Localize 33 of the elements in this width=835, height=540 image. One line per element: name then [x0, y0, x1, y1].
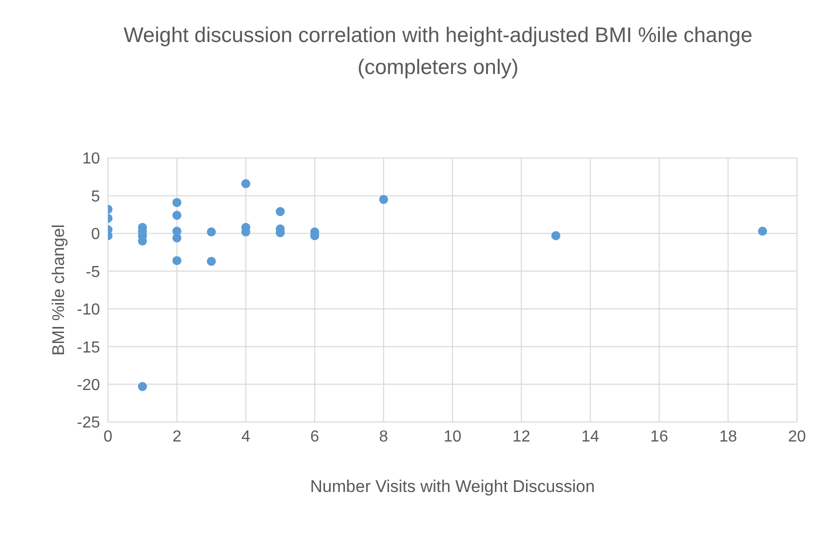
y-tick-label: -25 [76, 414, 100, 432]
y-tick-label: -15 [76, 339, 100, 356]
y-axis-title: BMI %ile changel [49, 224, 68, 356]
x-tick-label: 10 [444, 428, 462, 446]
point [206, 227, 216, 236]
point [241, 179, 250, 188]
y-tick-label: -10 [76, 302, 100, 319]
x-tick-label: 20 [788, 428, 806, 446]
x-tick-label: 4 [241, 428, 250, 446]
x-tick-label: 8 [379, 428, 388, 446]
point [758, 226, 768, 236]
x-axis-title: Number Visits with Weight Discussion [310, 477, 595, 496]
point [172, 256, 182, 266]
y-tick-label: 5 [91, 188, 100, 206]
point [172, 198, 182, 208]
x-tick-label: 6 [310, 428, 320, 446]
x-tick-label: 18 [719, 428, 738, 446]
y-tick-label: -5 [86, 264, 100, 281]
y-tick-label: 0 [91, 226, 100, 244]
y-tick-label: 10 [82, 150, 100, 168]
point [276, 207, 285, 216]
y-tick-label: -20 [76, 376, 100, 394]
point [138, 382, 147, 392]
x-tick-label: 2 [172, 428, 182, 446]
x-tick-label: 16 [650, 428, 668, 446]
chart-title: Weight discussion correlation with height-adjusted BMI %ile change (completers only) [122, 23, 754, 81]
x-tick-label: 12 [512, 428, 530, 446]
point [206, 256, 216, 266]
point [379, 194, 388, 204]
x-tick-label: 0 [104, 428, 113, 446]
point [172, 210, 182, 220]
point [551, 231, 560, 240]
x-tick-label: 14 [581, 428, 600, 446]
